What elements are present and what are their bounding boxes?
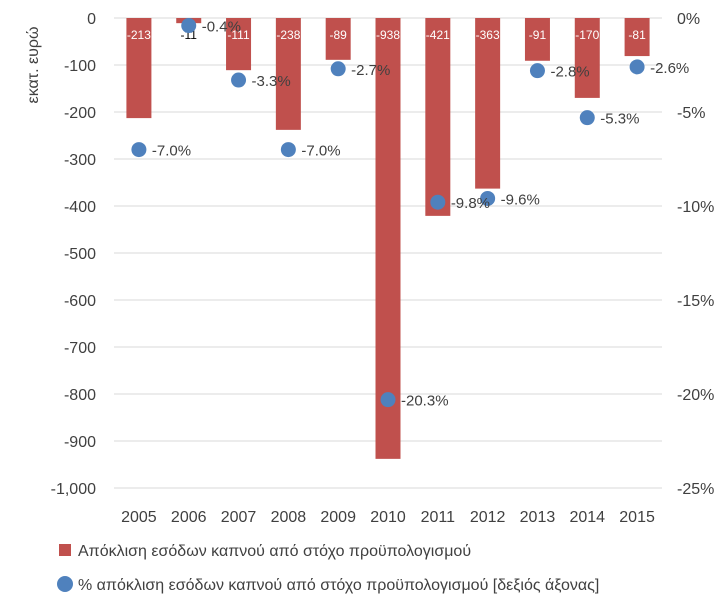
bar-data-labels: -213 -11 -111 -238 -89 -938 -421 -363 -91 -170 -81 [127,28,646,42]
point [579,110,595,126]
point [330,61,346,77]
y-tick-label: -400 [64,199,96,216]
x-axis-ticks: 2005 2006 2007 2008 2009 2010 2011 2012 2013 2014… [121,509,655,526]
point [280,142,296,158]
point [231,72,247,88]
bar [375,18,401,459]
right-axis-ticks: 0% -5% -10% -15% -20% -25% [677,11,714,498]
y-tick-label: -100 [64,58,96,75]
legend-point-swatch [57,576,73,592]
legend-point-label: % απόκλιση εσόδων καπνού από στόχο προϋπ… [78,577,599,594]
point-data-label: -2.6% [650,60,689,77]
y2-tick-label: -10% [677,199,714,216]
x-tick-label: 2014 [569,509,605,526]
x-tick-label: 2006 [171,509,207,526]
y-tick-label: -900 [64,434,96,451]
point [529,63,545,79]
left-axis-ticks: 0 -100 -200 -300 -400 -500 -600 -700 -800 -900 -1,… [51,11,96,498]
y-tick-label: -200 [64,105,96,122]
x-tick-label: 2007 [221,509,257,526]
y2-tick-label: -20% [677,387,714,404]
y-axis-label: εκατ. ευρώ [25,27,42,104]
point-data-label: -7.0% [301,143,340,160]
bar [425,18,451,216]
point-data-label: -2.7% [351,62,390,79]
bar [126,18,152,119]
bar-data-label: -81 [628,28,646,42]
bar [475,18,501,189]
bar-data-label: -238 [276,28,300,42]
x-tick-label: 2013 [520,509,556,526]
y-tick-label: -800 [64,387,96,404]
point [629,59,645,75]
y-tick-label: -700 [64,340,96,357]
point-data-label: -2.8% [550,64,589,81]
bar-data-label: -89 [330,28,348,42]
x-tick-label: 2009 [320,509,356,526]
bar-data-label: -170 [575,28,599,42]
bar [226,18,252,71]
x-tick-label: 2012 [470,509,506,526]
bar-data-label: -363 [476,28,500,42]
y-tick-label: -600 [64,293,96,310]
point-data-label: -7.0% [152,143,191,160]
bar-series [126,18,650,459]
point [430,194,446,210]
legend-bar-swatch [59,544,71,556]
bar [574,18,600,98]
point [131,142,147,158]
point-data-label: -20.3% [401,393,449,410]
bar-data-label: -938 [376,28,400,42]
x-tick-label: 2008 [271,509,307,526]
point-data-label: -9.6% [501,191,540,208]
legend-bar-label: Απόκλιση εσόδων καπνού από στόχο προϋπολ… [78,543,471,560]
bar [624,18,650,57]
y-tick-label: 0 [87,11,96,28]
x-tick-label: 2015 [619,509,655,526]
legend: Απόκλιση εσόδων καπνού από στόχο προϋπολ… [57,543,599,594]
point [181,18,197,34]
bar-data-label: -213 [127,28,151,42]
point-data-label: -3.3% [252,73,291,90]
y2-tick-label: 0% [677,11,700,28]
y2-tick-label: -25% [677,481,714,498]
y2-tick-label: -15% [677,293,714,310]
y2-tick-label: -5% [677,105,705,122]
bar [524,18,550,61]
bar [325,18,351,60]
point-data-label: -9.8% [451,195,490,212]
point-data-labels: -7.0% -0.4% -3.3% -7.0% -2.7% -20.3% -9.8% -9.6… [152,19,689,410]
bar [275,18,301,130]
x-tick-label: 2011 [421,509,456,526]
bar-data-label: -91 [529,28,547,42]
bar-data-label: -421 [426,28,450,42]
point-data-label: -5.3% [600,111,639,128]
point [480,190,496,206]
y-tick-label: -1,000 [51,481,96,498]
point [380,392,396,408]
y-tick-label: -300 [64,152,96,169]
bar-data-label: -111 [227,28,250,42]
x-tick-label: 2005 [121,509,157,526]
x-tick-label: 2010 [370,509,406,526]
point-series [131,18,645,408]
point-data-label: -0.4% [202,19,241,36]
y-tick-label: -500 [64,246,96,263]
